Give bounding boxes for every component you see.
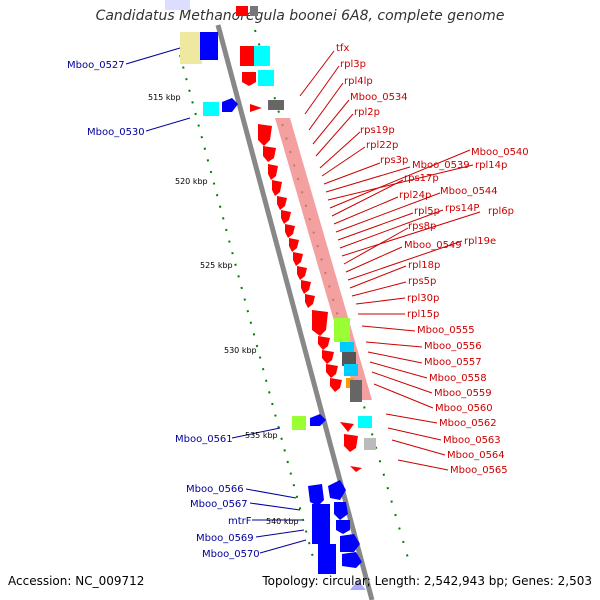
gene-label[interactable]: rps3p bbox=[380, 155, 408, 166]
kbp-tick-525: 525 kbp bbox=[200, 261, 233, 270]
kbp-tick-515: 515 kbp bbox=[148, 93, 181, 102]
left-callout-lines bbox=[125, 47, 307, 554]
gene-tfx-region bbox=[240, 46, 254, 66]
left-gene-labels: Mboo_0527 Mboo_0530 Mboo_0561 Mboo_0566 … bbox=[67, 60, 260, 560]
right-gene-labels: tfx rpl3p rpl4lp Mboo_0534 rpl2p rps19p … bbox=[336, 43, 529, 476]
accession-label: Accession: NC_009712 bbox=[8, 574, 145, 588]
gene-mboo-0561-arrow bbox=[310, 414, 326, 426]
ribosomal-gene-column bbox=[258, 124, 342, 392]
gene-label[interactable]: Mboo_0564 bbox=[447, 450, 505, 461]
gene-label[interactable]: rpl19e bbox=[464, 236, 496, 247]
gene-mboo-0530-cyan bbox=[203, 102, 219, 116]
gene-label[interactable]: Mboo_0558 bbox=[429, 373, 487, 384]
gene-top-gray bbox=[250, 6, 258, 16]
gene-mboo-0565 bbox=[350, 466, 362, 472]
gene-mboo-0561-green bbox=[292, 416, 306, 430]
gene-label[interactable]: rpl15p bbox=[407, 309, 439, 320]
gene-mboo-0530-arrow bbox=[222, 98, 238, 112]
kbp-tick-535: 535 kbp bbox=[245, 431, 278, 440]
gene-mboo-0560 bbox=[350, 380, 362, 402]
gene-label[interactable]: Mboo_0549 bbox=[404, 240, 462, 251]
genome-summary: Topology: circular; Length: 2,542,943 bp… bbox=[262, 574, 592, 588]
gene-label[interactable]: rps17p bbox=[404, 173, 439, 184]
gene-mboo-0555 bbox=[334, 318, 350, 342]
gene-label[interactable]: Mboo_0561 bbox=[175, 434, 233, 445]
gene-mboo-0527-blue bbox=[200, 32, 218, 60]
gene-label[interactable]: rpl3p bbox=[340, 59, 366, 70]
gene-mboo-0527-yellow bbox=[180, 32, 202, 64]
gene-mboo-0558 bbox=[344, 364, 358, 376]
gene-mboo-0564 bbox=[344, 434, 358, 452]
gene-label[interactable]: rpl5p bbox=[414, 206, 440, 217]
gene-label[interactable]: rps19p bbox=[360, 125, 395, 136]
gene-label[interactable]: Mboo_0566 bbox=[186, 484, 244, 495]
gene-label[interactable]: rpl22p bbox=[366, 140, 398, 151]
gene-label[interactable]: rps5p bbox=[408, 276, 436, 287]
gene-label[interactable]: tfx bbox=[336, 43, 349, 54]
gene-label[interactable]: rps14P bbox=[445, 203, 479, 214]
gene-label[interactable]: rpl24p bbox=[399, 190, 431, 201]
gene-label[interactable]: Mboo_0530 bbox=[87, 127, 145, 138]
genome-backbone bbox=[215, 24, 375, 600]
gene-cyan-2 bbox=[258, 70, 274, 86]
gene-label[interactable]: mtrF bbox=[228, 516, 252, 527]
gene-mboo-0564-gray bbox=[364, 438, 376, 450]
gene-label[interactable]: rpl14p bbox=[475, 160, 507, 171]
map-title: Candidatus Methanoregula boonei 6A8, com… bbox=[95, 8, 505, 24]
gene-cyan-1 bbox=[254, 46, 270, 66]
right-callout-lines bbox=[299, 50, 481, 471]
gene-mboo-0562 bbox=[358, 416, 372, 428]
gene-top-red bbox=[236, 6, 248, 16]
gene-label[interactable]: Mboo_0539 bbox=[412, 160, 470, 171]
gene-label[interactable]: rps8p bbox=[408, 221, 436, 232]
gene-label[interactable]: rpl30p bbox=[407, 293, 439, 304]
gene-label[interactable]: Mboo_0569 bbox=[196, 533, 254, 544]
gene-label[interactable]: Mboo_0559 bbox=[434, 388, 492, 399]
gene-label[interactable]: Mboo_0534 bbox=[350, 92, 408, 103]
gene-rpl3p-arrow bbox=[242, 72, 256, 86]
gene-label[interactable]: Mboo_0562 bbox=[439, 418, 497, 429]
mtr-gene-column bbox=[308, 480, 366, 590]
gene-top-faint bbox=[165, 0, 190, 10]
gene-label[interactable]: Mboo_0540 bbox=[471, 147, 529, 158]
gene-gray-1 bbox=[268, 100, 284, 110]
gene-label[interactable]: Mboo_0565 bbox=[450, 465, 508, 476]
gene-mboo-0557 bbox=[342, 352, 356, 366]
gene-label[interactable]: Mboo_0544 bbox=[440, 186, 498, 197]
gene-label[interactable]: Mboo_0567 bbox=[190, 499, 248, 510]
kbp-tick-540: 540 kbp bbox=[266, 517, 299, 526]
gene-label[interactable]: Mboo_0560 bbox=[435, 403, 493, 414]
kbp-tick-530: 530 kbp bbox=[224, 346, 257, 355]
gene-label[interactable]: rpl18p bbox=[408, 260, 440, 271]
gene-small-red bbox=[250, 104, 262, 112]
gene-label[interactable]: Mboo_0563 bbox=[443, 435, 501, 446]
gene-label[interactable]: rpl4lp bbox=[344, 76, 373, 87]
gene-label[interactable]: Mboo_0556 bbox=[424, 341, 482, 352]
gene-label[interactable]: Mboo_0557 bbox=[424, 357, 482, 368]
gene-label[interactable]: Mboo_0527 bbox=[67, 60, 125, 71]
kbp-tick-labels: 515 kbp 520 kbp 525 kbp 530 kbp 535 kbp … bbox=[148, 93, 299, 526]
gene-mboo-0563 bbox=[340, 422, 354, 432]
kbp-tick-520: 520 kbp bbox=[175, 177, 208, 186]
gene-label[interactable]: rpl6p bbox=[488, 206, 514, 217]
gene-label[interactable]: Mboo_0555 bbox=[417, 325, 475, 336]
gene-mboo-0556 bbox=[340, 342, 354, 352]
gene-label[interactable]: rpl2p bbox=[354, 107, 380, 118]
gene-label[interactable]: Mboo_0570 bbox=[202, 549, 260, 560]
